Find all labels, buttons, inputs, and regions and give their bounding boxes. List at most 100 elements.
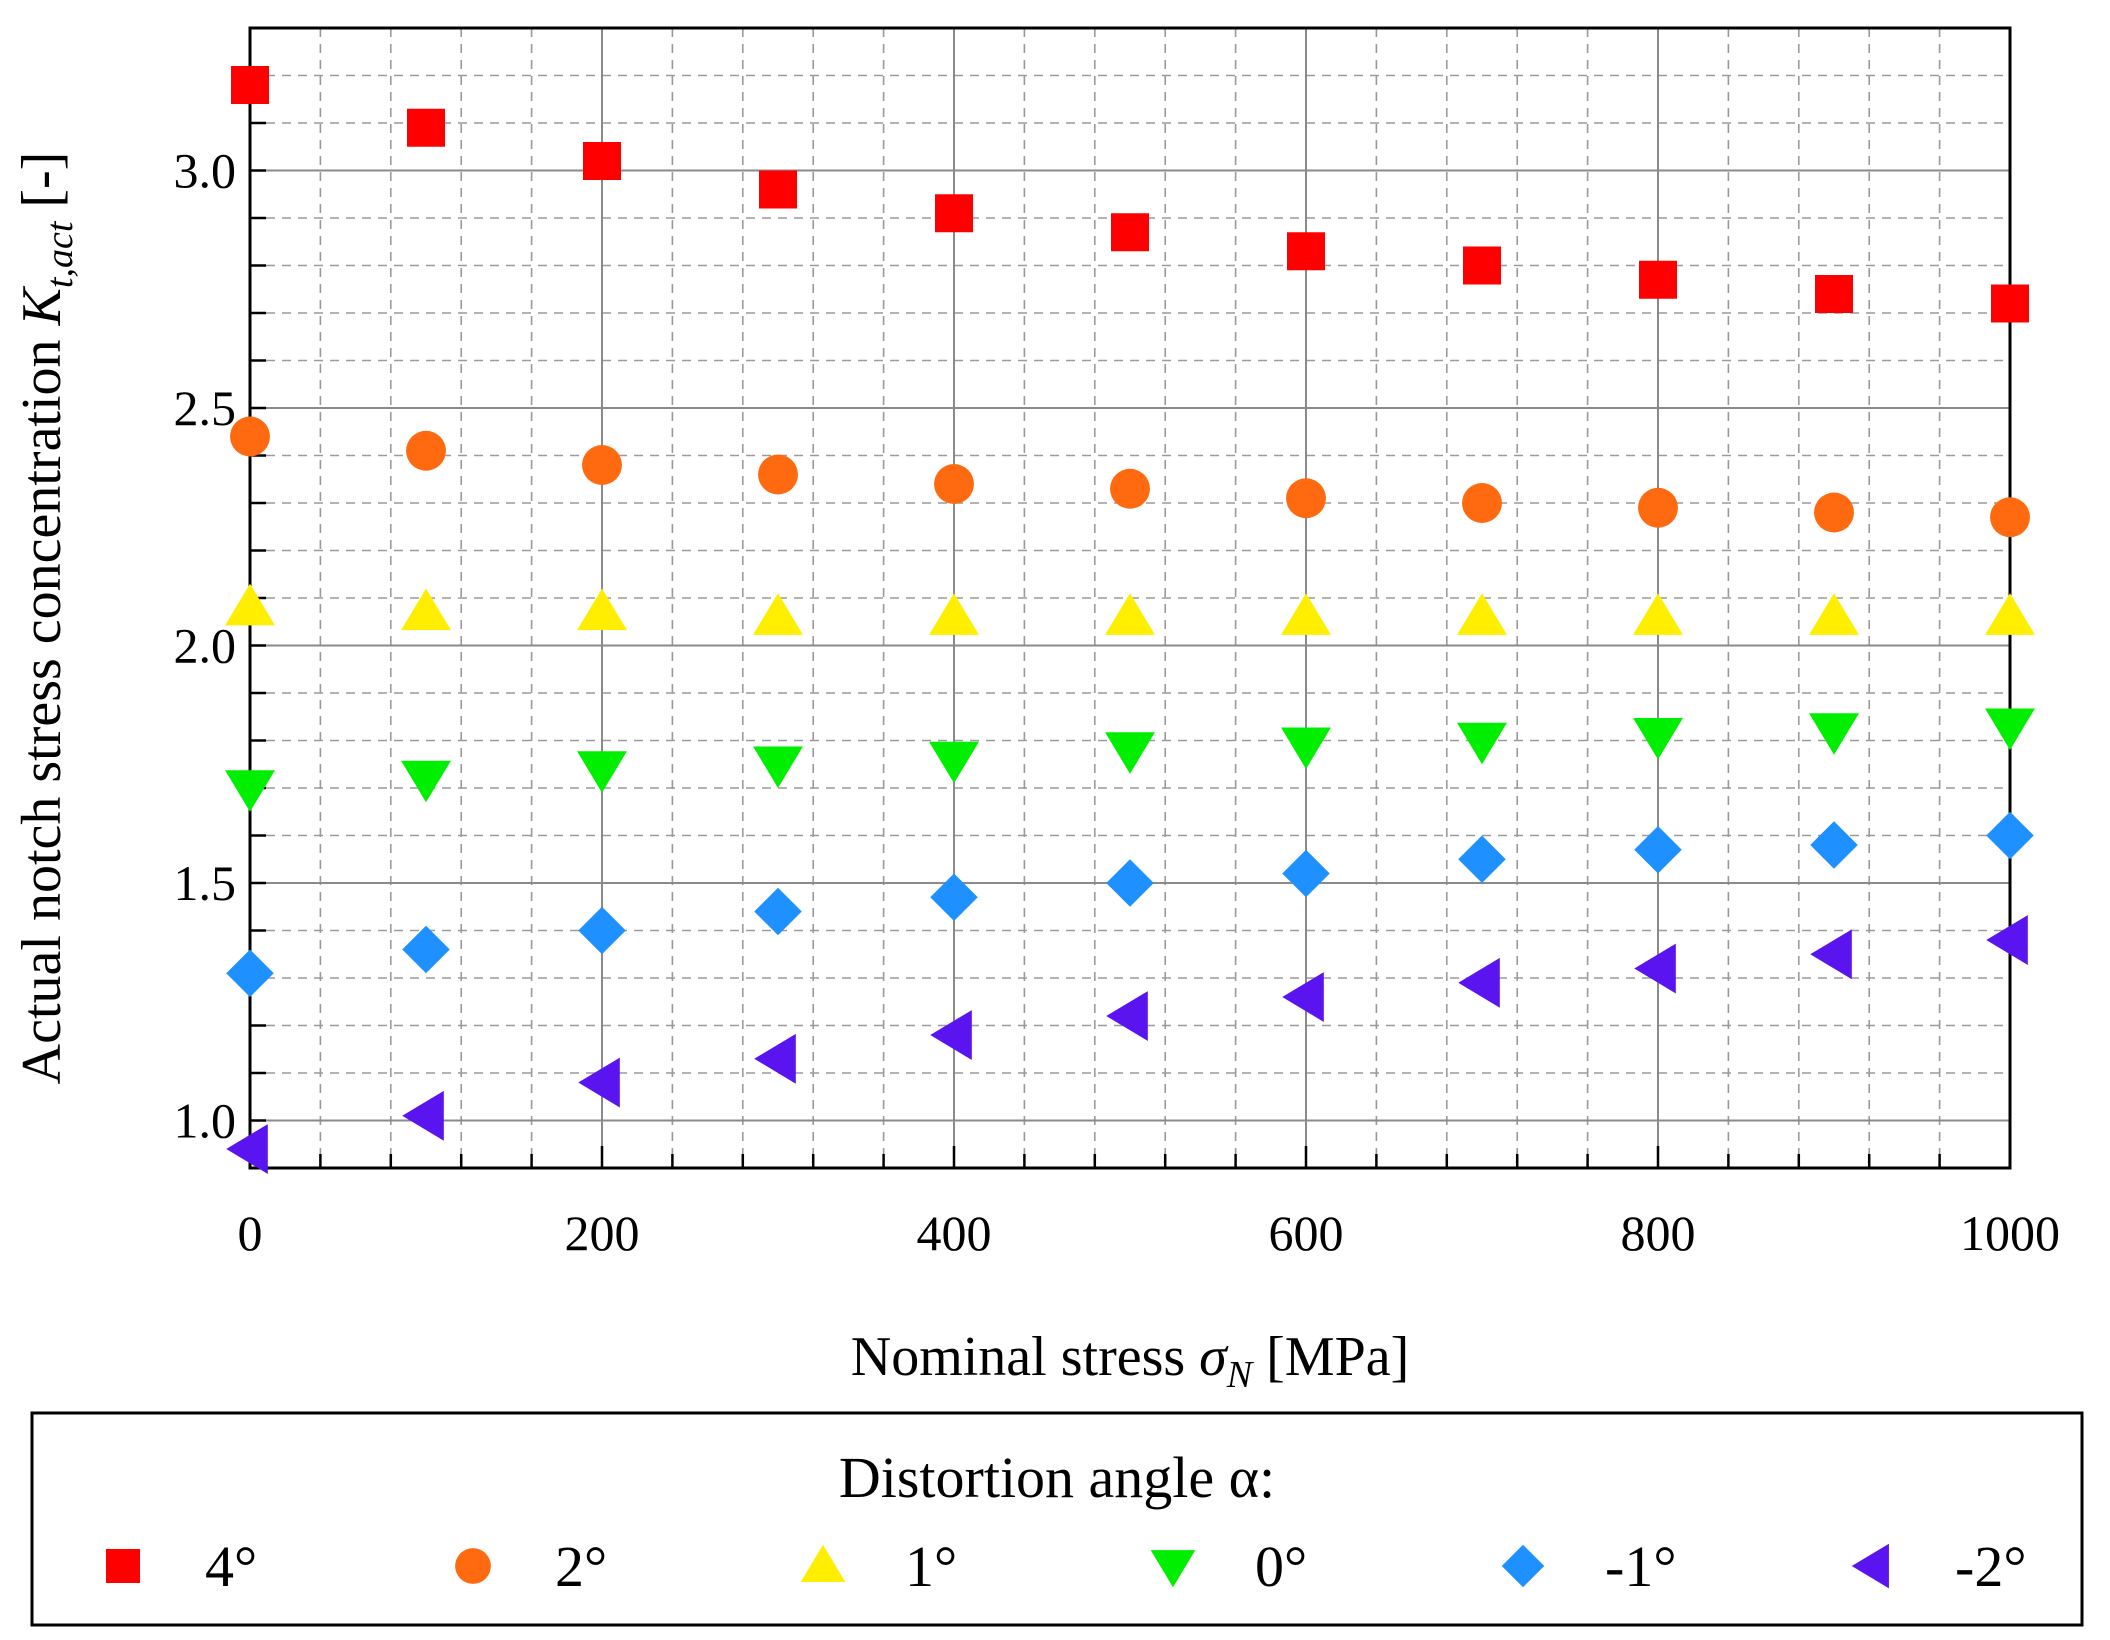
x-axis-title: Nominal stress σN [MPa] (851, 1326, 1410, 1396)
y-axis-title: Actual notch stress concentration Kt,act… (11, 152, 81, 1085)
data-point-triangle-up (401, 588, 451, 631)
legend-box (30, 1411, 2084, 1627)
data-point-square (935, 194, 973, 233)
data-point-diamond (1282, 849, 1330, 898)
data-point-triangle-down (1457, 722, 1507, 765)
x-tick-label: 400 (917, 1205, 992, 1261)
ticks: 0 200 400 600 800 1000 1.0 1.5 2.0 2.5 3.0 (174, 74, 2060, 1261)
data-point-triangle-down (577, 751, 627, 793)
data-point-triangle-left (1810, 929, 1852, 980)
data-point-square (407, 108, 445, 147)
data-point-circle (1990, 497, 2030, 538)
data-point-circle (1462, 483, 1502, 523)
legend-marker-circle (455, 1548, 491, 1584)
x-tick-label: 600 (1269, 1205, 1344, 1261)
data-point-diamond (1106, 859, 1154, 907)
data-point-diamond (402, 925, 450, 974)
data-point-triangle-up (753, 593, 803, 635)
x-tick-label: 800 (1621, 1205, 1696, 1261)
data-point-circle (934, 464, 974, 504)
data-point-circle (1814, 492, 1854, 533)
data-point-circle (406, 430, 446, 471)
y-tick-label: 2.0 (174, 618, 237, 674)
legend-label: 2° (555, 1534, 607, 1599)
data-point-triangle-up (225, 583, 275, 626)
data-point-diamond (578, 906, 626, 955)
data-point-diamond (930, 873, 978, 921)
data-point-triangle-up (1281, 593, 1331, 635)
data-point-triangle-down (401, 760, 451, 803)
legend-item: -2° (1851, 1534, 2027, 1599)
legend-marker-square (106, 1549, 140, 1583)
legend-item: 1° (800, 1534, 957, 1599)
legend-item: 4° (106, 1534, 257, 1599)
legend-marker-diamond (1501, 1544, 1545, 1588)
data-point-square (1815, 275, 1853, 313)
data-point-triangle-left (1106, 991, 1148, 1041)
data-point-triangle-left (1458, 957, 1500, 1008)
data-point-circle (230, 416, 270, 457)
x-tick-label: 1000 (1960, 1205, 2060, 1261)
data-point-triangle-up (929, 593, 979, 635)
data-point-triangle-down (225, 770, 275, 812)
data-point-circle (1638, 487, 1678, 528)
legend-label: 1° (905, 1534, 957, 1599)
data-point-circle (1286, 478, 1326, 519)
data-point-triangle-left (754, 1033, 796, 1084)
data-point-triangle-left (930, 1010, 972, 1060)
data-point-square (1991, 284, 2029, 323)
data-point-diamond (1458, 835, 1506, 883)
data-point-triangle-up (1985, 593, 2035, 635)
data-point-square (1287, 232, 1325, 271)
data-point-triangle-left (226, 1124, 268, 1174)
legend-label: 4° (205, 1534, 257, 1599)
legend-item: -1° (1501, 1534, 1677, 1599)
legend-label: 0° (1255, 1534, 1307, 1599)
data-point-triangle-down (1105, 732, 1155, 774)
data-point-square (1111, 213, 1149, 252)
data-marks (225, 66, 2035, 1174)
legend-label: -1° (1605, 1534, 1677, 1599)
y-tick-label: 1.5 (174, 855, 237, 911)
data-point-square (1463, 246, 1501, 285)
legend-items: 4° 2° 1° 0° -1° -2° (106, 1534, 2027, 1599)
legend-title: Distortion angle α: (839, 1445, 1275, 1510)
data-point-triangle-up (1105, 593, 1155, 635)
legend-marker-triangle-up (800, 1544, 846, 1582)
data-point-square (583, 142, 621, 180)
data-point-diamond (1986, 811, 2034, 860)
legend-marker-triangle-down (1150, 1550, 1196, 1588)
data-point-triangle-down (1985, 708, 2035, 750)
data-point-triangle-down (1281, 727, 1331, 769)
data-point-square (1639, 260, 1677, 299)
x-tick-label: 200 (565, 1205, 640, 1261)
legend-label: -2° (1955, 1534, 2027, 1599)
legend-item: 2° (455, 1534, 607, 1599)
data-point-diamond (754, 887, 802, 936)
data-point-square (231, 66, 269, 104)
legend: Distortion angle α: 4° 2° 1° 0° -1° -2° (30, 1411, 2084, 1627)
data-point-triangle-up (577, 588, 627, 631)
data-point-triangle-left (1986, 915, 2028, 965)
legend-marker-triangle-left (1851, 1543, 1889, 1589)
data-point-triangle-left (1634, 943, 1676, 994)
data-point-diamond (1810, 821, 1858, 869)
x-tick-label: 0 (238, 1205, 263, 1261)
y-tick-label: 3.0 (174, 143, 237, 199)
data-point-triangle-left (1282, 972, 1324, 1022)
legend-item: 0° (1150, 1534, 1307, 1599)
y-tick-label: 2.5 (174, 380, 237, 436)
data-point-triangle-left (402, 1090, 444, 1141)
data-point-triangle-down (1633, 717, 1683, 760)
data-point-circle (1110, 468, 1150, 509)
data-point-triangle-down (753, 746, 803, 788)
y-tick-label: 1.0 (174, 1093, 237, 1149)
data-point-triangle-up (1457, 593, 1507, 635)
data-point-circle (582, 445, 622, 485)
data-point-triangle-down (1809, 713, 1859, 755)
data-point-diamond (1634, 826, 1682, 874)
data-point-triangle-up (1633, 593, 1683, 635)
data-point-triangle-up (1809, 593, 1859, 635)
data-point-square (759, 170, 797, 209)
